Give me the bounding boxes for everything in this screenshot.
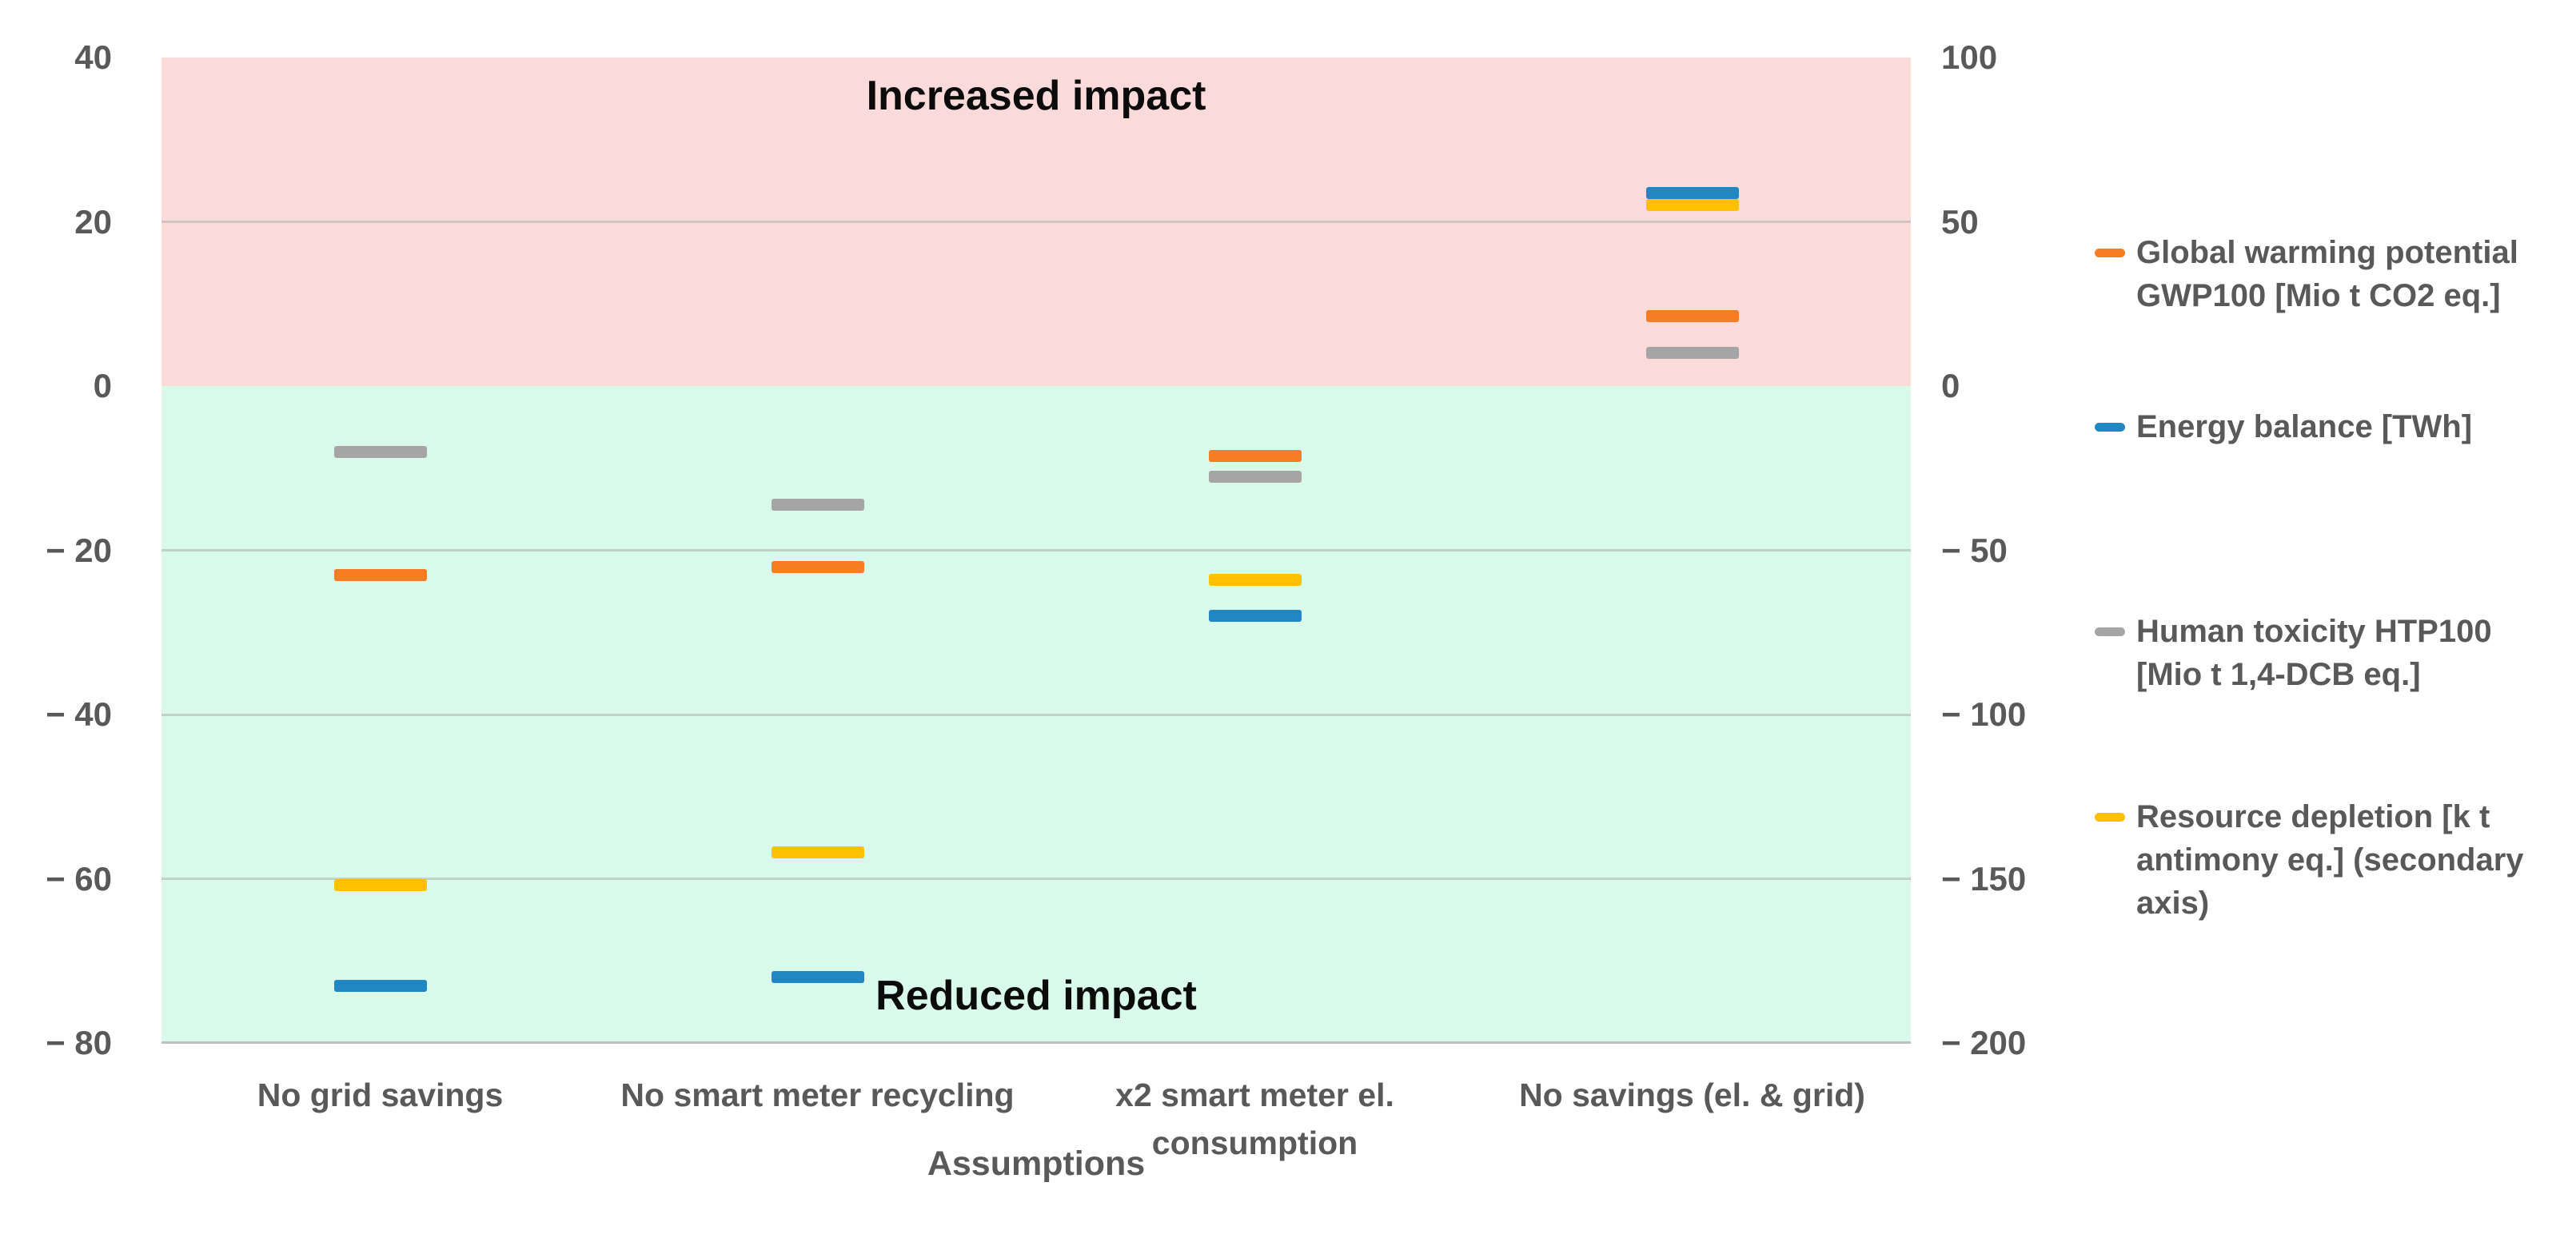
- legend-label-energy-balance: Energy balance [TWh]: [2136, 409, 2473, 444]
- marker-global-warming-potential-cat3: [1208, 449, 1302, 462]
- category-label-4: No savings (el. & grid): [1519, 1077, 1865, 1113]
- gridline--60: [161, 878, 1911, 880]
- marker-global-warming-potential-cat2: [771, 560, 864, 573]
- legend-label-human-toxicity: Human toxicity HTP100 [Mio t 1,4-DCB eq.]: [2136, 614, 2492, 692]
- gridline-20: [161, 221, 1911, 223]
- legend-swatch-human-toxicity: [2095, 627, 2125, 636]
- marker-resource-depletion-cat3: [1208, 573, 1302, 586]
- plot-area: Increased impact Reduced impact: [161, 58, 1911, 1044]
- primary-tick--20: − 20: [46, 531, 112, 569]
- gridline--20: [161, 549, 1911, 551]
- secondary-tick-0: 0: [1941, 367, 1960, 404]
- secondary-tick--100: − 100: [1941, 695, 2027, 733]
- marker-energy-balance-cat1: [333, 979, 427, 992]
- x-axis-line: [161, 1041, 1911, 1044]
- annotation-reduced-impact: Reduced impact: [875, 973, 1197, 1019]
- marker-resource-depletion-cat4: [1645, 199, 1739, 212]
- marker-human-toxicity-cat2: [771, 499, 864, 512]
- marker-energy-balance-cat2: [771, 971, 864, 984]
- secondary-tick--50: − 50: [1941, 531, 2008, 569]
- primary-tick--80: − 80: [46, 1024, 112, 1061]
- primary-tick--60: − 60: [46, 859, 112, 898]
- increased-impact-region: [161, 58, 1911, 386]
- marker-human-toxicity-cat4: [1645, 347, 1739, 360]
- marker-resource-depletion-cat2: [771, 846, 864, 859]
- category-label-2: No smart meter recycling: [620, 1077, 1015, 1113]
- legend-label-global-warming-potential: Global warming potential GWP100 [Mio t CO…: [2136, 235, 2518, 313]
- annotation-increased-impact: Increased impact: [866, 73, 1206, 119]
- marker-energy-balance-cat4: [1645, 187, 1739, 200]
- legend-swatch-energy-balance: [2095, 423, 2125, 432]
- category-label-1: No grid savings: [257, 1077, 504, 1113]
- primary-tick-40: 40: [74, 38, 112, 76]
- primary-tick--40: − 40: [46, 695, 112, 733]
- legend-swatch-global-warming-potential: [2095, 249, 2125, 257]
- gridline--40: [161, 713, 1911, 716]
- marker-energy-balance-cat3: [1208, 610, 1302, 623]
- secondary-tick-100: 100: [1941, 38, 1998, 76]
- legend-label-resource-depletion: Resource depletion [k t antimony eq.] (se…: [2136, 799, 2524, 921]
- x-axis-title: Assumptions: [927, 1145, 1146, 1183]
- marker-resource-depletion-cat1: [333, 879, 427, 892]
- marker-global-warming-potential-cat1: [333, 568, 427, 581]
- primary-tick-0: 0: [93, 367, 112, 404]
- category-label-3: x2 smart meter el. consumption: [1115, 1077, 1394, 1161]
- reduced-impact-region: [161, 386, 1911, 1043]
- primary-tick-20: 20: [74, 202, 112, 241]
- secondary-tick--200: − 200: [1941, 1024, 2027, 1061]
- secondary-tick--150: − 150: [1941, 859, 2027, 898]
- marker-global-warming-potential-cat4: [1645, 310, 1739, 323]
- marker-human-toxicity-cat3: [1208, 470, 1302, 483]
- secondary-tick-50: 50: [1941, 202, 1979, 241]
- legend-swatch-resource-depletion: [2095, 813, 2125, 822]
- marker-human-toxicity-cat1: [333, 445, 427, 458]
